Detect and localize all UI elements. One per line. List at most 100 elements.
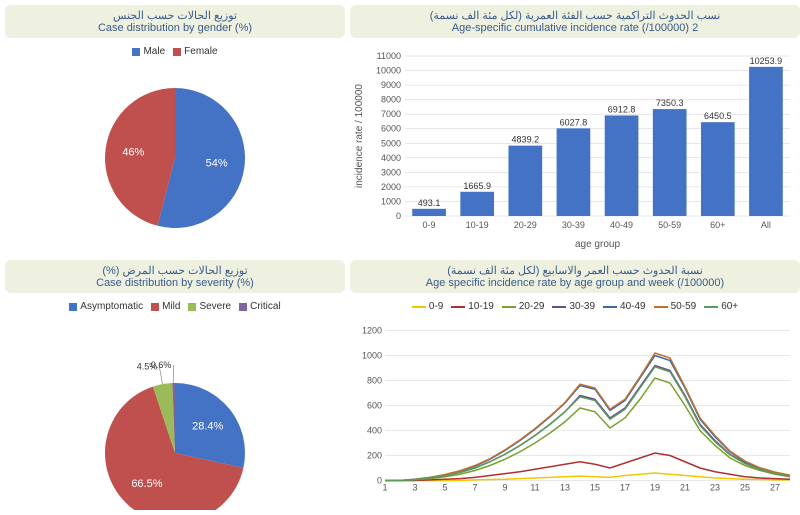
svg-text:6027.8: 6027.8 <box>560 117 588 127</box>
weekly-chart: 0200400600800100012001357911131517192123… <box>350 316 800 510</box>
gender-title: توزيع الحالات حسب الجنس Case distributio… <box>5 5 345 38</box>
legend-line-swatch <box>502 306 516 308</box>
severity-title-en: Case distribution by severity (%) <box>13 277 337 289</box>
weekly-title-en: Age specific incidence rate by age group… <box>358 277 792 289</box>
svg-text:8000: 8000 <box>381 95 401 105</box>
svg-text:800: 800 <box>367 376 382 386</box>
legend-label: 20-29 <box>519 301 545 312</box>
legend-label: Asymptomatic <box>80 301 143 312</box>
legend-label: Mild <box>162 301 180 312</box>
svg-text:30-39: 30-39 <box>562 220 585 230</box>
svg-text:17: 17 <box>620 483 630 493</box>
severity-title: توزيع الحالات حسب المرض (%) Case distrib… <box>5 260 345 293</box>
svg-text:6912.8: 6912.8 <box>608 104 636 114</box>
legend-swatch <box>69 303 77 311</box>
svg-text:20-29: 20-29 <box>514 220 537 230</box>
legend-label: 50-59 <box>671 301 697 312</box>
svg-text:4000: 4000 <box>381 153 401 163</box>
legend-item: Severe <box>188 301 231 312</box>
svg-text:9: 9 <box>502 483 507 493</box>
svg-text:6450.5: 6450.5 <box>704 111 732 121</box>
line-series <box>385 356 790 481</box>
svg-text:1200: 1200 <box>362 326 382 336</box>
legend-item: 10-19 <box>451 301 494 312</box>
bar <box>701 122 735 216</box>
legend-item: Asymptomatic <box>69 301 143 312</box>
legend-swatch <box>173 48 181 56</box>
line-series <box>385 353 790 481</box>
svg-text:6000: 6000 <box>381 124 401 134</box>
svg-text:0-9: 0-9 <box>423 220 436 230</box>
gender-title-en: Case distribution by gender (%) <box>13 22 337 34</box>
svg-text:7000: 7000 <box>381 109 401 119</box>
legend-label: 30-39 <box>569 301 595 312</box>
svg-text:11000: 11000 <box>377 51 401 61</box>
svg-text:11: 11 <box>530 483 539 493</box>
svg-text:15: 15 <box>590 483 600 493</box>
legend-label: 40-49 <box>620 301 646 312</box>
svg-text:600: 600 <box>367 401 382 411</box>
weekly-legend: 0-910-1920-2930-3940-4950-5960+ <box>350 301 800 312</box>
legend-label: 60+ <box>721 301 738 312</box>
svg-text:3: 3 <box>412 483 417 493</box>
svg-text:23: 23 <box>710 483 720 493</box>
bar <box>749 67 783 216</box>
svg-text:46%: 46% <box>122 147 144 159</box>
legend-item: Critical <box>239 301 281 312</box>
svg-text:5: 5 <box>442 483 447 493</box>
svg-text:27: 27 <box>770 483 780 493</box>
bar <box>605 115 639 216</box>
severity-legend: Asymptomatic Mild Severe Critical <box>5 301 345 312</box>
legend-item: Mild <box>151 301 180 312</box>
svg-text:200: 200 <box>367 451 382 461</box>
bar <box>508 146 542 216</box>
legend-line-swatch <box>654 306 668 308</box>
svg-text:54%: 54% <box>206 157 228 169</box>
gender-title-ar: توزيع الحالات حسب الجنس <box>13 9 337 22</box>
svg-text:10000: 10000 <box>376 66 401 76</box>
legend-line-swatch <box>412 306 426 308</box>
svg-text:0.6%: 0.6% <box>151 360 172 370</box>
bar <box>653 109 687 216</box>
svg-text:3000: 3000 <box>381 167 401 177</box>
legend-item: 40-49 <box>603 301 646 312</box>
severity-chart: 28.4%66.5%4.5%0.6% <box>5 316 345 510</box>
svg-text:9000: 9000 <box>381 80 401 90</box>
svg-text:19: 19 <box>650 483 660 493</box>
bar <box>557 128 591 216</box>
svg-text:age group: age group <box>575 239 620 250</box>
svg-text:400: 400 <box>367 426 382 436</box>
svg-text:13: 13 <box>560 483 570 493</box>
gender-pie-panel: توزيع الحالات حسب الجنس Case distributio… <box>5 5 345 255</box>
weekly-lines-panel: نسبة الحدوث حسب العمر والاسابيع (لكل مئة… <box>350 260 800 510</box>
incidence-chart: 0 1000 2000 3000 4000 5000 6000 7000 8000 9000 100… <box>350 42 800 255</box>
legend-line-swatch <box>603 306 617 308</box>
svg-text:493.1: 493.1 <box>418 198 441 208</box>
svg-text:60+: 60+ <box>710 220 725 230</box>
gender-chart: 54% 46% <box>5 61 345 255</box>
svg-text:66.5%: 66.5% <box>131 478 162 490</box>
svg-text:10253.9: 10253.9 <box>750 56 783 66</box>
svg-text:1665.9: 1665.9 <box>463 181 491 191</box>
legend-swatch <box>239 303 247 311</box>
legend-label: 10-19 <box>468 301 494 312</box>
legend-item: 20-29 <box>502 301 545 312</box>
legend-label: Male <box>143 46 165 57</box>
svg-text:5000: 5000 <box>381 138 401 148</box>
weekly-title: نسبة الحدوث حسب العمر والاسابيع (لكل مئة… <box>350 260 800 293</box>
svg-text:1000: 1000 <box>381 196 401 206</box>
svg-text:0: 0 <box>396 211 401 221</box>
legend-item: 50-59 <box>654 301 697 312</box>
svg-text:1: 1 <box>382 483 387 493</box>
legend-line-swatch <box>451 306 465 308</box>
incidence-bar-panel: نسب الحدوث التراكمية حسب الفئة العمرية (… <box>350 5 800 255</box>
legend-label: Severe <box>199 301 231 312</box>
svg-text:2000: 2000 <box>381 182 401 192</box>
legend-item: 60+ <box>704 301 738 312</box>
svg-text:28.4%: 28.4% <box>192 421 223 433</box>
bar <box>460 192 494 216</box>
incidence-title: نسب الحدوث التراكمية حسب الفئة العمرية (… <box>350 5 800 38</box>
legend-swatch <box>132 48 140 56</box>
svg-text:4839.2: 4839.2 <box>512 135 540 145</box>
svg-text:7350.3: 7350.3 <box>656 98 684 108</box>
